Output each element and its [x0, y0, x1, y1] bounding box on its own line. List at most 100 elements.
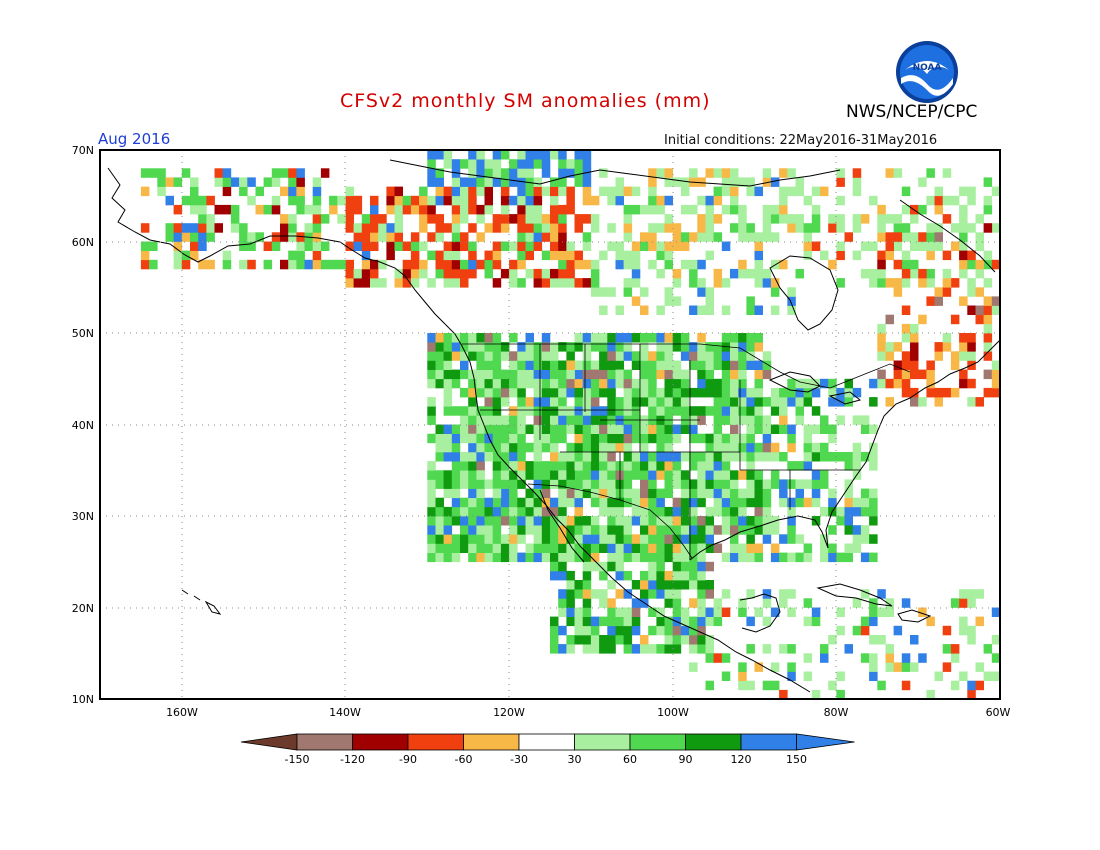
anomaly-cell	[517, 552, 526, 563]
anomaly-cell	[901, 186, 911, 197]
noaa-logo: NOAA	[896, 41, 958, 103]
anomaly-cell	[599, 186, 608, 197]
anomaly-cell	[320, 259, 330, 270]
anomaly-cell	[967, 305, 976, 315]
anomaly-cell	[574, 378, 583, 389]
legend-swatch	[296, 733, 353, 751]
anomaly-cell	[754, 516, 763, 526]
anomaly-cell	[427, 433, 436, 444]
anomaly-cell	[500, 516, 510, 526]
anomaly-cell	[828, 552, 837, 563]
anomaly-cell	[533, 214, 543, 224]
anomaly-cell	[230, 204, 240, 215]
anomaly-cell	[885, 168, 894, 178]
anomaly-cell	[754, 525, 763, 535]
anomaly-cell	[443, 433, 453, 444]
anomaly-cell	[811, 241, 821, 251]
anomaly-cell	[574, 342, 583, 352]
anomaly-cell	[689, 342, 698, 352]
anomaly-cell	[607, 580, 616, 590]
anomaly-cell	[247, 195, 256, 206]
anomaly-cell	[550, 479, 559, 489]
anomaly-cell	[525, 268, 534, 279]
anomaly-cell	[550, 250, 559, 261]
anomaly-cell	[509, 333, 518, 343]
anomaly-cell	[558, 369, 567, 380]
anomaly-cell	[386, 241, 395, 251]
anomaly-cell	[836, 278, 845, 288]
latitude-labels: 70N 60N 50N 40N 30N 20N 10N	[72, 144, 94, 706]
anomaly-cell	[615, 369, 624, 380]
anomaly-cell	[533, 397, 543, 407]
anomaly-cell	[705, 369, 714, 380]
anomaly-cell	[525, 470, 534, 480]
anomaly-cell	[460, 406, 469, 416]
anomaly-cell	[541, 534, 551, 544]
anomaly-cell	[852, 461, 862, 471]
anomaly-cell	[689, 625, 698, 636]
anomaly-cell	[558, 534, 567, 544]
anomaly-cell	[877, 369, 886, 380]
anomaly-cell	[451, 534, 461, 544]
anomaly-cell	[787, 479, 796, 489]
anomaly-cell	[746, 534, 755, 544]
anomaly-cell	[942, 625, 952, 636]
anomaly-cell	[950, 241, 960, 251]
anomaly-cell	[689, 516, 698, 526]
anomaly-cell	[656, 241, 665, 251]
anomaly-cell	[509, 195, 518, 206]
anomaly-cell	[967, 635, 976, 645]
anomaly-cell	[476, 204, 485, 215]
anomaly-cell	[656, 589, 665, 599]
anomaly-cell	[296, 177, 305, 187]
anomaly-cell	[697, 644, 706, 654]
anomaly-cell	[345, 186, 354, 197]
anomaly-cell	[664, 635, 673, 645]
anomaly-cell	[541, 351, 551, 361]
anomaly-cell	[181, 259, 191, 270]
anomaly-cell	[713, 360, 723, 370]
anomaly-cell	[795, 177, 804, 187]
anomaly-cell	[926, 378, 935, 389]
anomaly-cell	[263, 241, 273, 251]
anomaly-cell	[910, 351, 919, 361]
anomaly-cell	[590, 543, 600, 553]
anomaly-cell	[484, 534, 493, 544]
anomaly-cell	[615, 259, 624, 270]
anomaly-cell	[198, 259, 207, 270]
anomaly-cell	[443, 369, 453, 380]
anomaly-cell	[738, 415, 747, 425]
anomaly-cell	[435, 442, 444, 453]
anomaly-cell	[770, 214, 780, 224]
anomaly-cell	[533, 159, 543, 169]
anomaly-cell	[648, 552, 657, 563]
anomaly-cell	[631, 470, 641, 480]
anomaly-cell	[648, 259, 657, 270]
anomaly-cell	[558, 488, 567, 499]
anomaly-cell	[697, 406, 706, 416]
anomaly-cell	[787, 305, 796, 315]
lon-label: 140W	[329, 706, 361, 719]
anomaly-cell	[770, 662, 780, 672]
anomaly-cell	[509, 433, 518, 444]
anomaly-cell	[877, 342, 886, 352]
anomaly-cell	[607, 625, 616, 636]
anomaly-cell	[770, 543, 780, 553]
anomaly-cell	[558, 406, 567, 416]
anomaly-cell	[607, 333, 616, 343]
anomaly-cell	[770, 204, 780, 215]
anomaly-cell	[509, 442, 518, 453]
anomaly-cell	[574, 397, 583, 407]
anomaly-cell	[721, 241, 731, 251]
anomaly-cell	[746, 296, 755, 306]
anomaly-cell	[795, 479, 804, 489]
anomaly-cell	[181, 168, 191, 178]
anomaly-cell	[680, 333, 690, 343]
anomaly-cell	[582, 442, 592, 453]
anomaly-cell	[361, 268, 371, 279]
anomaly-cell	[648, 470, 657, 480]
anomaly-cell	[721, 470, 731, 480]
lon-label: 80W	[824, 706, 849, 719]
legend-tick-label: -60	[455, 753, 473, 766]
anomaly-cell	[484, 387, 493, 398]
